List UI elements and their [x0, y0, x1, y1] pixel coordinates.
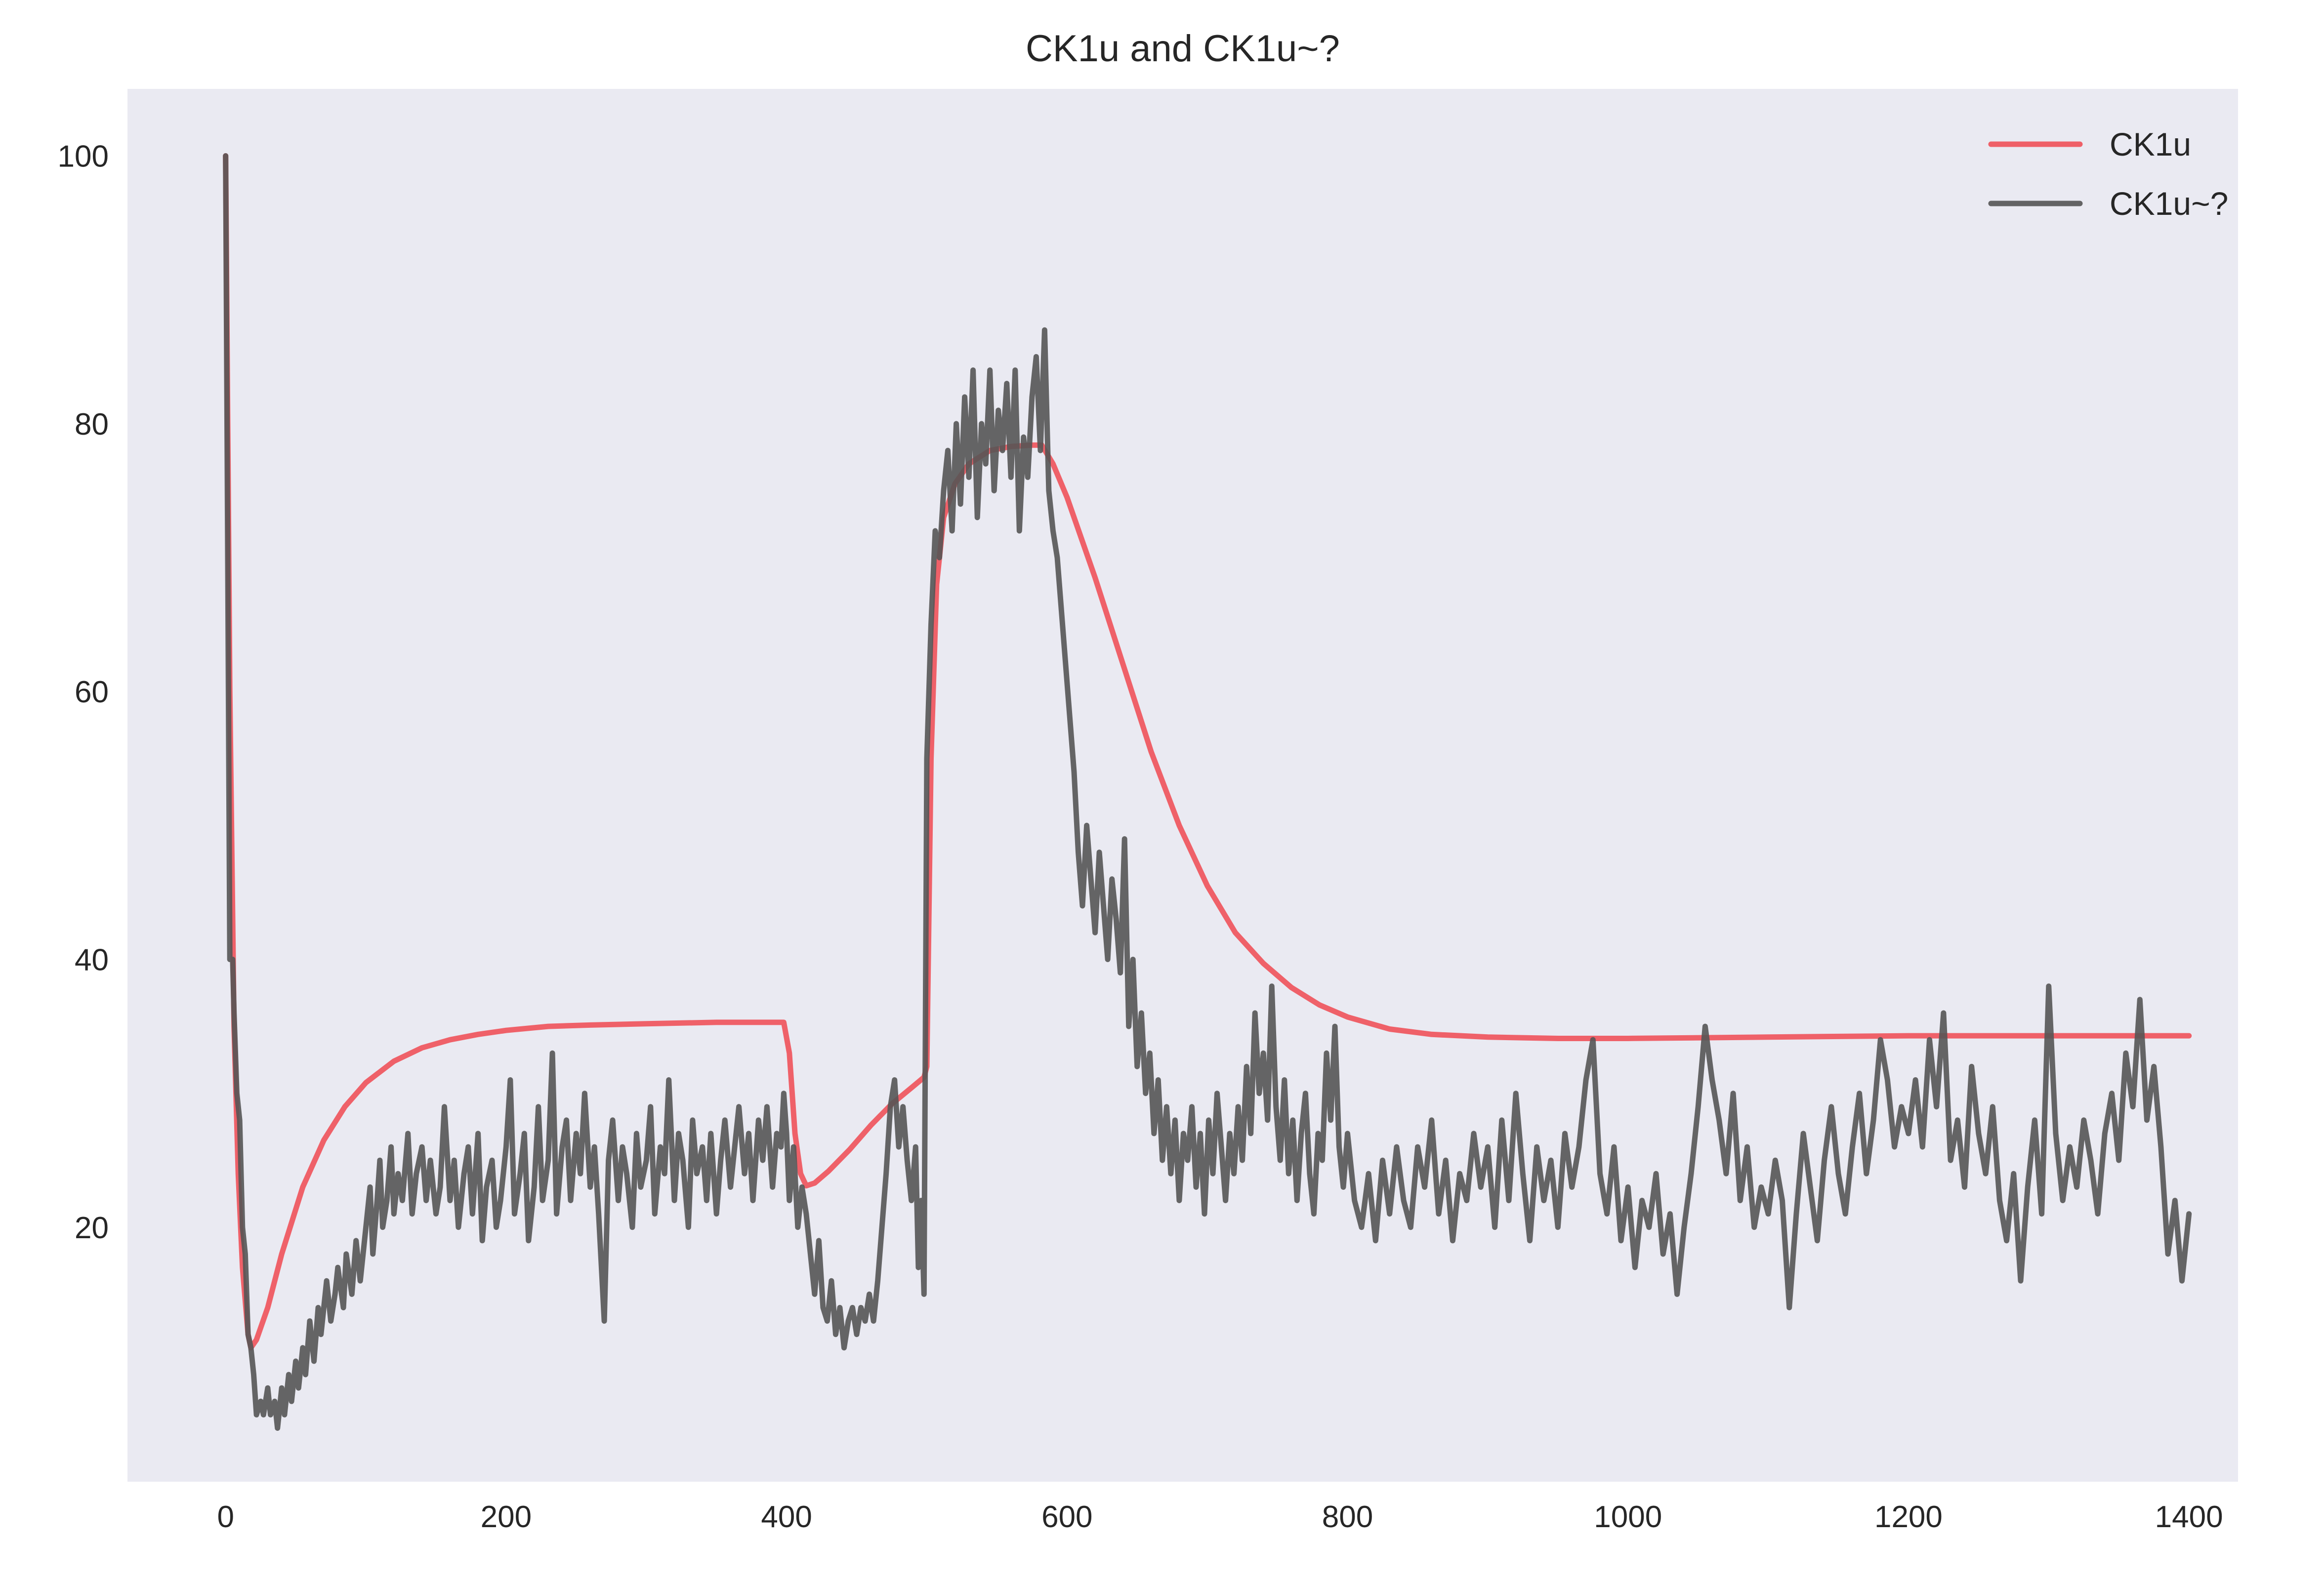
series-line-ck1u — [223, 153, 2192, 1351]
y-tick-label: 60 — [75, 675, 109, 709]
series-line-ck1u-noisy — [223, 153, 2192, 1431]
series-layer — [223, 153, 2192, 1431]
x-tick-label: 1200 — [1874, 1500, 1943, 1534]
plot-area — [127, 89, 2238, 1482]
x-tick-label: 600 — [1041, 1500, 1092, 1534]
y-tick-label: 20 — [75, 1211, 109, 1245]
chart-title: CK1u and CK1u~? — [1026, 28, 1340, 70]
x-tick-label: 1000 — [1594, 1500, 1662, 1534]
legend: CK1u CK1u~? — [1988, 126, 2228, 222]
x-tick-label: 0 — [217, 1500, 234, 1534]
x-tick-label: 400 — [761, 1500, 812, 1534]
x-tick-label: 200 — [481, 1500, 532, 1534]
y-tick-label: 80 — [75, 407, 109, 442]
y-tick-label: 100 — [58, 140, 109, 174]
legend-label: CK1u~? — [2110, 185, 2228, 222]
x-tick-label: 800 — [1322, 1500, 1373, 1534]
y-axis: 20 40 60 80 100 — [58, 140, 109, 1245]
x-axis: 0 200 400 600 800 1000 1200 1400 — [217, 1500, 2223, 1534]
x-tick-label: 1400 — [2155, 1500, 2223, 1534]
y-tick-label: 40 — [75, 943, 109, 977]
legend-label: CK1u — [2110, 126, 2191, 162]
